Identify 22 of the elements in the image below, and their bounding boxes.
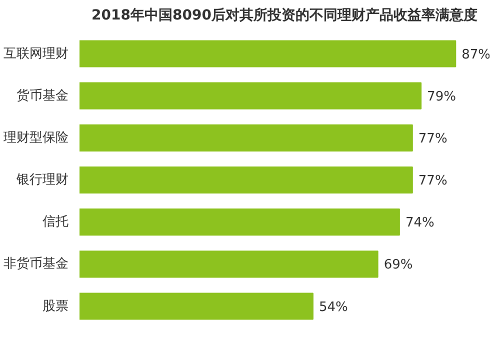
y-tick-label: 信托 — [42, 214, 68, 230]
bar — [80, 166, 413, 194]
bar — [80, 208, 400, 236]
data-label: 77% — [418, 131, 448, 146]
y-tick-label: 互联网理财 — [4, 46, 68, 62]
y-tick-label: 理财型保险 — [4, 130, 68, 146]
data-label: 79% — [427, 89, 456, 104]
y-tick-label: 货币基金 — [16, 88, 68, 104]
data-label: 54% — [318, 300, 348, 315]
chart-title: 2018年中国8090后对其所投资的不同理财产品收益率满意度 — [92, 6, 478, 24]
data-label: 69% — [384, 258, 413, 273]
y-tick-label: 非货币基金 — [4, 256, 68, 272]
bar — [80, 124, 413, 152]
bar — [80, 292, 314, 320]
data-label: 77% — [418, 174, 448, 188]
data-label: 87% — [462, 47, 491, 62]
data-label: 74% — [405, 216, 434, 231]
y-tick-label: 银行理财 — [16, 172, 68, 188]
bar — [80, 40, 456, 68]
bar — [80, 250, 378, 278]
y-tick-label: 股票 — [42, 298, 68, 314]
bar — [80, 82, 422, 110]
